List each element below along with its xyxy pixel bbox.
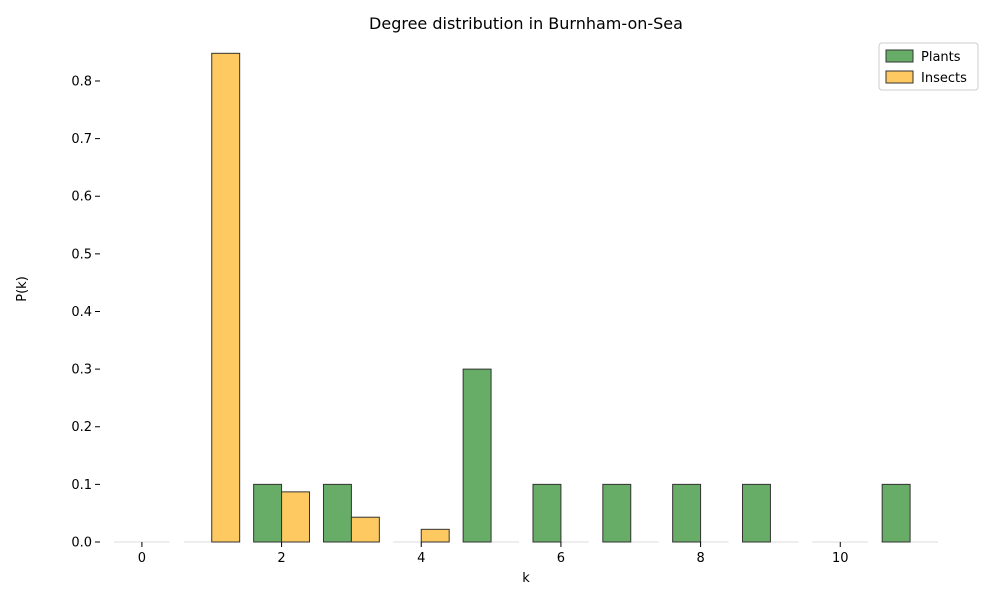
x-tick-label: 8 (696, 551, 704, 566)
legend-swatch-insects (885, 70, 914, 84)
bar-plants-k9 (741, 483, 771, 543)
y-tick-label: 0.6 (71, 190, 92, 205)
x-tick-label: 10 (832, 551, 849, 566)
bar-insects-k1 (211, 52, 241, 543)
bar-plants-k5 (462, 368, 492, 543)
x-tick-label: 2 (277, 551, 285, 566)
bar-insects-k4 (420, 528, 450, 543)
x-tick-label: 0 (138, 551, 146, 566)
bars-group (211, 52, 911, 543)
bar-insects-k3 (350, 516, 380, 543)
bar-insects-k2 (281, 491, 311, 543)
x-tick-label: 6 (557, 551, 565, 566)
y-tick-label: 0.2 (71, 420, 92, 435)
legend-swatch-plants (885, 49, 914, 63)
bar-plants-k7 (602, 483, 632, 543)
y-tick-label: 0.3 (71, 363, 92, 378)
x-axis: 0 2 4 6 8 10 (138, 542, 849, 566)
y-axis-title: P(k) (15, 276, 30, 302)
y-tick-label: 0.0 (71, 536, 92, 551)
y-tick-label: 0.1 (71, 478, 92, 493)
x-axis-title: k (522, 571, 530, 586)
bar-plants-k8 (672, 483, 702, 543)
legend-label-insects: Insects (921, 71, 967, 86)
y-tick-label: 0.4 (71, 305, 92, 320)
legend: Plants Insects (878, 42, 979, 91)
chart-title: Degree distribution in Burnham-on-Sea (369, 14, 683, 33)
y-tick-label: 0.8 (71, 74, 92, 89)
legend-label-plants: Plants (921, 50, 961, 65)
bar-plants-k11 (881, 483, 911, 543)
y-axis: 0.0 0.1 0.2 0.3 0.4 0.5 0.6 0.7 0.8 (71, 74, 100, 551)
x-tick-label: 4 (417, 551, 425, 566)
y-tick-label: 0.7 (71, 132, 92, 147)
bar-plants-k2 (253, 483, 283, 543)
bar-plants-k3 (322, 483, 352, 543)
y-tick-label: 0.5 (71, 247, 92, 262)
bar-plants-k6 (532, 483, 562, 543)
